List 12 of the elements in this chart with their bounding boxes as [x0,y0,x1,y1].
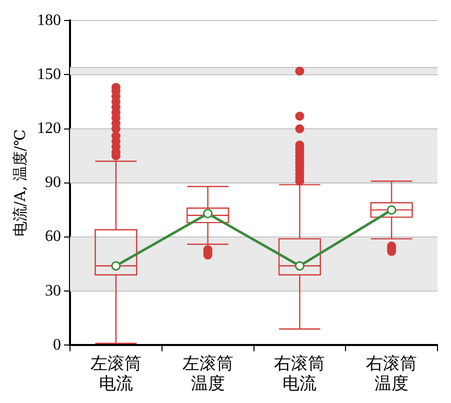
y-tick-label: 120 [37,120,61,138]
x-tick-label: 左滚筒电流 [90,354,142,394]
y-tick-label: 30 [45,282,61,300]
y-tick-label: 180 [37,12,61,29]
y-axis-title: 电流/A, 温度/℃ [10,129,29,237]
y-tick-label: 90 [45,174,61,192]
x-tick-label: 左滚筒温度 [182,354,234,394]
x-tick-label: 右滚筒温度 [366,354,418,394]
x-tick-label: 右滚筒电流 [274,354,326,394]
y-tick-label: 60 [45,228,61,246]
y-tick-label: 0 [53,336,61,354]
y-tick-label: 150 [37,66,61,83]
